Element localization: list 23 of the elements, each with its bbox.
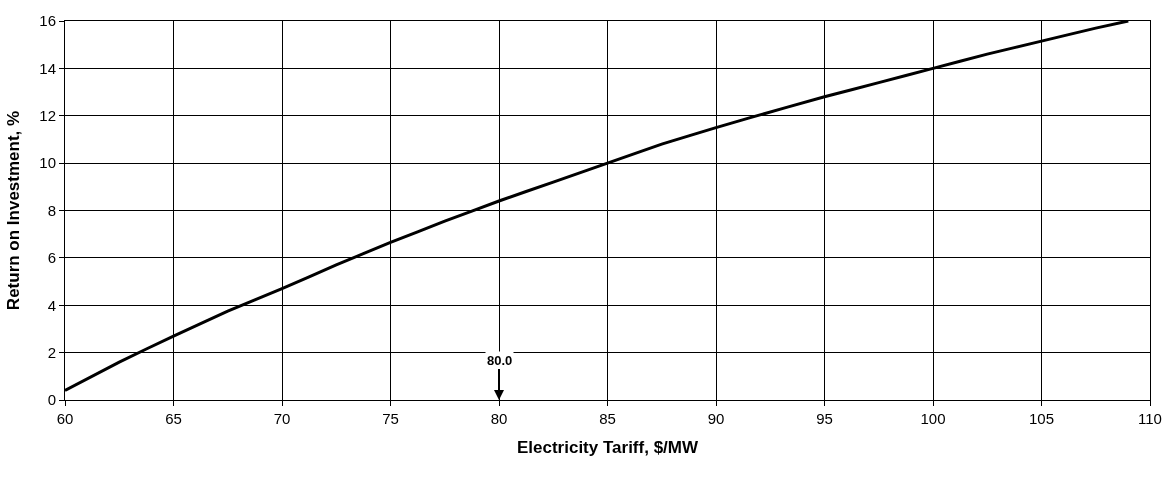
x-tick-label: 75 [382, 410, 399, 427]
x-tick-label: 100 [920, 410, 946, 427]
y-tick-label: 10 [39, 154, 56, 172]
x-tick-label: 95 [816, 410, 833, 427]
x-tick-label: 60 [56, 410, 74, 427]
y-tick-label: 2 [47, 343, 56, 361]
y-tick-label: 12 [39, 107, 56, 124]
x-tick-label: 85 [599, 410, 616, 427]
y-tick-label: 8 [47, 201, 56, 219]
y-tick-label: 14 [39, 59, 56, 77]
y-tick-label: 4 [47, 296, 56, 314]
y-axis-title: Return on Investment, % [3, 110, 23, 311]
y-tick-label: 0 [47, 391, 56, 409]
x-axis-title: Electricity Tariff, $/MW [516, 438, 699, 458]
x-tick-label: 80 [490, 410, 508, 427]
x-tick-label: 105 [1028, 410, 1055, 427]
x-tick-label: 90 [707, 410, 725, 427]
y-tick-label: 6 [47, 249, 56, 267]
y-tick-label: 16 [39, 12, 56, 30]
annotation: 80.0 [487, 353, 513, 368]
x-tick-label: 65 [165, 410, 182, 427]
x-tick-label: 110 [1138, 410, 1162, 427]
x-tick-label: 70 [273, 410, 291, 427]
